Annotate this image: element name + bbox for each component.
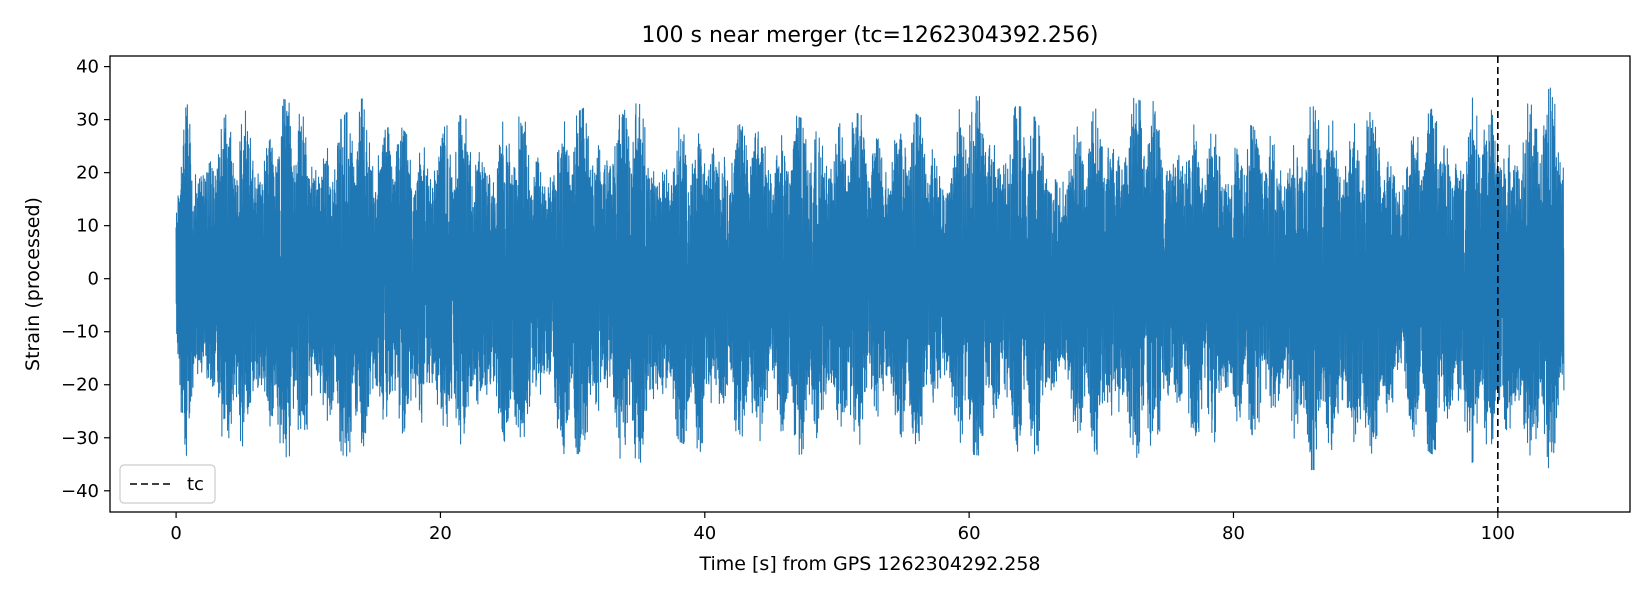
y-tick-label: −30 <box>61 428 99 449</box>
x-axis-label: Time [s] from GPS 1262304292.258 <box>698 553 1040 575</box>
x-tick-label: 60 <box>958 523 981 544</box>
y-tick-label: 10 <box>76 216 99 237</box>
x-tick-label: 20 <box>429 523 452 544</box>
legend-entry-tc: tc <box>187 474 204 495</box>
x-axis-ticks: 0 20 40 60 80 100 <box>170 512 1515 544</box>
y-tick-label: −20 <box>61 375 99 396</box>
x-tick-label: 100 <box>1481 523 1515 544</box>
plot-area <box>175 56 1565 512</box>
signal-series <box>175 87 1565 471</box>
y-tick-label: 0 <box>88 269 99 290</box>
y-axis-ticks: −40 −30 −20 −10 0 10 20 30 40 <box>61 57 110 502</box>
y-tick-label: 30 <box>76 110 99 131</box>
y-tick-label: 40 <box>76 57 99 78</box>
y-axis-label: Strain (processed) <box>22 197 44 371</box>
x-tick-label: 80 <box>1222 523 1245 544</box>
x-tick-label: 40 <box>693 523 716 544</box>
axes-frame <box>109 55 1631 513</box>
x-tick-label: 0 <box>170 523 181 544</box>
y-tick-label: −40 <box>61 481 99 502</box>
chart-title: 100 s near merger (tc=1262304392.256) <box>642 23 1099 48</box>
strain-series-line <box>175 87 1565 471</box>
y-tick-label: 20 <box>76 163 99 184</box>
y-tick-label: −10 <box>61 322 99 343</box>
legend: tc <box>119 464 216 504</box>
